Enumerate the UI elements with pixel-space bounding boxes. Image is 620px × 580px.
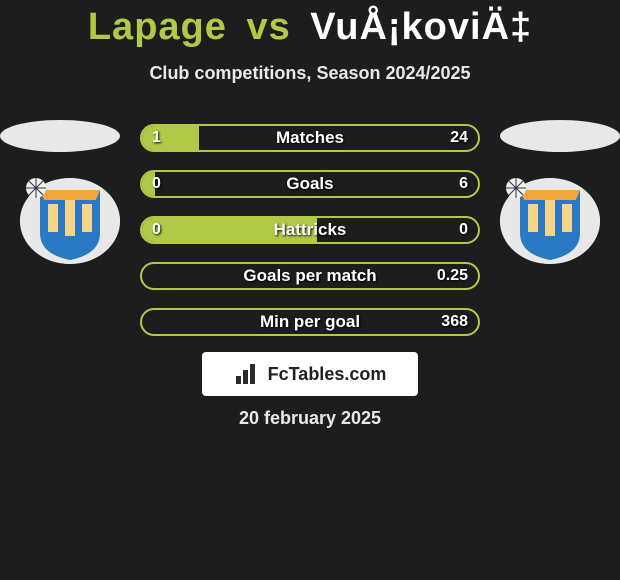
stat-value-right: 368 — [441, 310, 468, 334]
stat-bar: Matches1 24 — [140, 124, 480, 152]
stat-value-left: 0 — [152, 218, 161, 242]
stat-value-right: 0 — [459, 218, 468, 242]
source-logo-text: FcTables.com — [268, 364, 387, 385]
bars-icon — [234, 362, 262, 386]
stat-bar: Goals per match0.25 — [140, 262, 480, 290]
player2-club-crest — [500, 178, 600, 264]
stats-container: Matches124Goals06Hattricks00Goals per ma… — [140, 124, 480, 354]
title-player2: VuÅ¡koviÄ‡ — [310, 6, 532, 48]
stat-value-left: 1 — [152, 126, 161, 150]
player1-oval — [0, 120, 120, 152]
stat-bar: Hattricks0 0 — [140, 216, 480, 244]
stat-value-left: 0 — [152, 172, 161, 196]
stat-value-right: 6 — [459, 172, 468, 196]
stat-bar: Goals0 6 — [140, 170, 480, 198]
player2-oval — [500, 120, 620, 152]
stat-label: Goals per match — [142, 264, 478, 288]
stat-bar: Min per goal368 — [140, 308, 480, 336]
stat-value-right: 0.25 — [437, 264, 468, 288]
stat-label: Goals — [142, 172, 478, 196]
snapshot-date: 20 february 2025 — [0, 408, 620, 429]
subtitle: Club competitions, Season 2024/2025 — [0, 63, 620, 84]
stat-label: Min per goal — [142, 310, 478, 334]
title-player1: Lapage — [88, 6, 227, 48]
stat-label: Matches — [142, 126, 478, 150]
stat-label: Hattricks — [142, 218, 478, 242]
stat-value-right: 24 — [450, 126, 468, 150]
title-vs: vs — [246, 6, 290, 48]
comparison-title: Lapage vs VuÅ¡koviÄ‡ — [0, 0, 620, 49]
source-logo: FcTables.com — [202, 352, 418, 396]
player1-club-crest — [20, 178, 120, 264]
